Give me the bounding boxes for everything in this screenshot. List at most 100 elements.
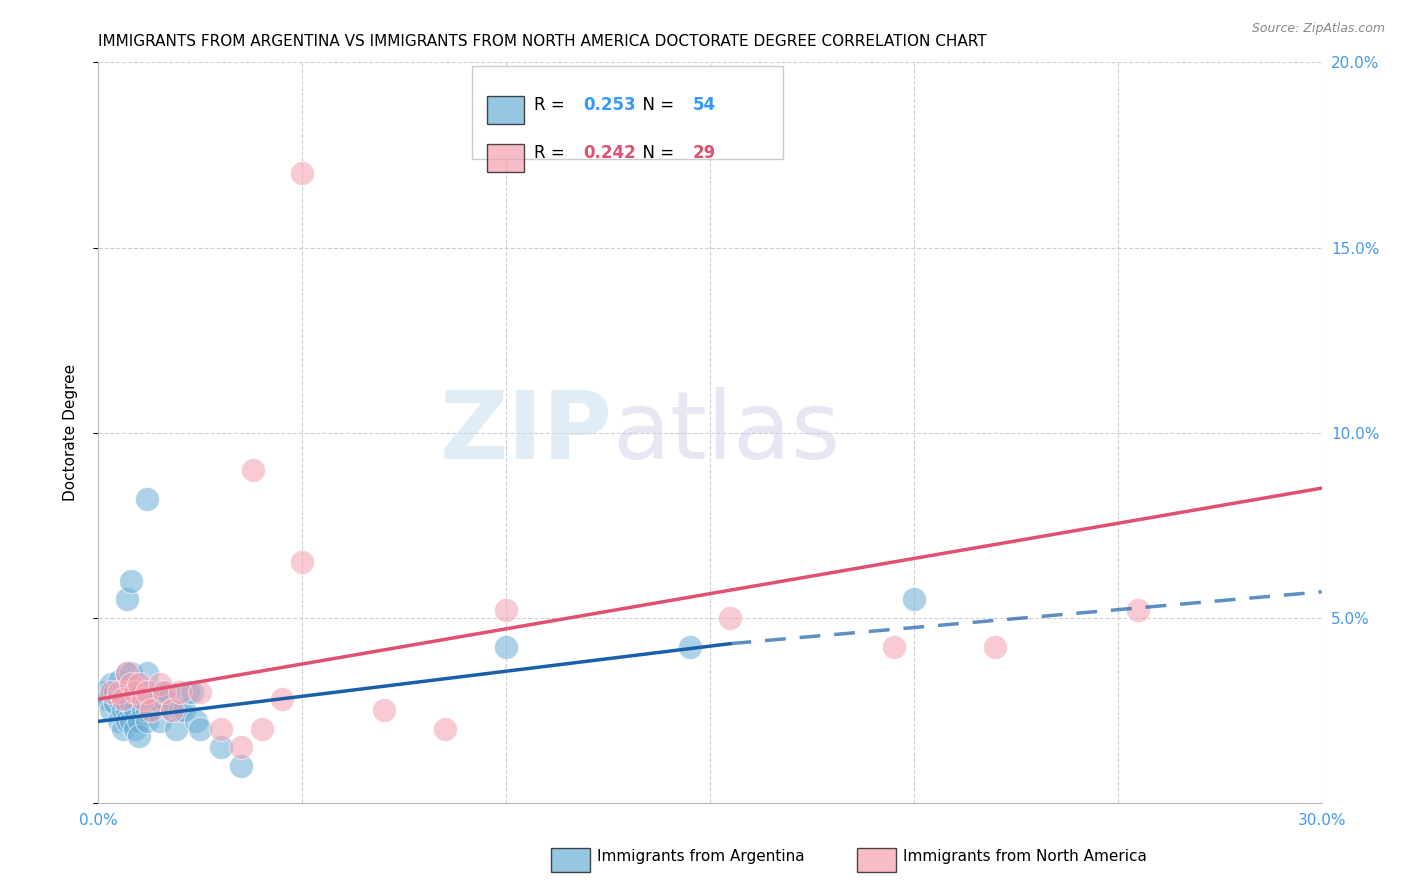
Text: Immigrants from Argentina: Immigrants from Argentina bbox=[598, 848, 806, 863]
Point bbox=[1128, 603, 1150, 617]
Point bbox=[115, 714, 138, 729]
Point bbox=[104, 696, 127, 710]
FancyBboxPatch shape bbox=[551, 848, 591, 871]
Point bbox=[136, 666, 159, 681]
Point bbox=[104, 685, 127, 699]
Text: Source: ZipAtlas.com: Source: ZipAtlas.com bbox=[1251, 22, 1385, 36]
Point bbox=[169, 703, 191, 717]
Point bbox=[111, 703, 134, 717]
Text: R =: R = bbox=[534, 144, 569, 161]
Point bbox=[111, 722, 134, 736]
Point bbox=[132, 703, 155, 717]
Point bbox=[141, 692, 163, 706]
Point bbox=[209, 740, 232, 755]
Text: N =: N = bbox=[631, 95, 679, 113]
Point bbox=[434, 722, 457, 736]
Point bbox=[128, 714, 150, 729]
FancyBboxPatch shape bbox=[471, 66, 783, 159]
Point bbox=[128, 729, 150, 743]
Point bbox=[984, 640, 1007, 655]
Point bbox=[108, 692, 131, 706]
Point bbox=[115, 703, 138, 717]
Point bbox=[120, 685, 142, 699]
FancyBboxPatch shape bbox=[488, 95, 524, 124]
Point bbox=[156, 685, 179, 699]
Point bbox=[124, 722, 146, 736]
Point bbox=[91, 685, 114, 699]
Point bbox=[124, 685, 146, 699]
Point bbox=[242, 462, 264, 476]
Point bbox=[152, 685, 174, 699]
Point bbox=[120, 714, 142, 729]
Point bbox=[169, 685, 191, 699]
Text: Immigrants from North America: Immigrants from North America bbox=[903, 848, 1147, 863]
Point bbox=[177, 685, 200, 699]
Point bbox=[136, 714, 159, 729]
Point bbox=[132, 692, 155, 706]
Text: 0.253: 0.253 bbox=[583, 95, 636, 113]
Point bbox=[679, 640, 702, 655]
Text: IMMIGRANTS FROM ARGENTINA VS IMMIGRANTS FROM NORTH AMERICA DOCTORATE DEGREE CORR: IMMIGRANTS FROM ARGENTINA VS IMMIGRANTS … bbox=[98, 34, 987, 49]
Point bbox=[160, 703, 183, 717]
FancyBboxPatch shape bbox=[856, 848, 896, 871]
Text: atlas: atlas bbox=[612, 386, 841, 479]
Point bbox=[132, 685, 155, 699]
Point bbox=[128, 685, 150, 699]
Point bbox=[250, 722, 273, 736]
Point bbox=[120, 574, 142, 588]
Point bbox=[120, 696, 142, 710]
Point bbox=[120, 677, 142, 691]
Point bbox=[903, 592, 925, 607]
Point bbox=[136, 492, 159, 507]
Point bbox=[270, 692, 294, 706]
Point bbox=[495, 603, 517, 617]
Point bbox=[111, 692, 134, 706]
Point bbox=[136, 703, 159, 717]
Text: 29: 29 bbox=[693, 144, 716, 161]
Point bbox=[188, 685, 212, 699]
Point bbox=[165, 722, 187, 736]
Point bbox=[373, 703, 395, 717]
Point bbox=[136, 685, 159, 699]
Point bbox=[100, 685, 122, 699]
Point bbox=[291, 555, 314, 569]
FancyBboxPatch shape bbox=[488, 144, 524, 172]
Point bbox=[173, 703, 195, 717]
Point bbox=[108, 714, 131, 729]
Text: 54: 54 bbox=[693, 95, 716, 113]
Point bbox=[145, 692, 167, 706]
Point bbox=[188, 722, 212, 736]
Point bbox=[495, 640, 517, 655]
Point bbox=[108, 673, 131, 688]
Point bbox=[883, 640, 905, 655]
Point bbox=[291, 166, 314, 180]
Point bbox=[108, 685, 131, 699]
Text: ZIP: ZIP bbox=[439, 386, 612, 479]
Point bbox=[149, 677, 172, 691]
Point bbox=[96, 692, 118, 706]
Point bbox=[231, 740, 253, 755]
Point bbox=[186, 714, 208, 729]
Point bbox=[115, 666, 138, 681]
Point bbox=[115, 666, 138, 681]
Point bbox=[181, 685, 204, 699]
Text: 0.242: 0.242 bbox=[583, 144, 636, 161]
Text: N =: N = bbox=[631, 144, 679, 161]
Point bbox=[149, 685, 172, 699]
Point bbox=[209, 722, 232, 736]
Point bbox=[128, 677, 150, 691]
Point bbox=[149, 714, 172, 729]
Point bbox=[152, 692, 174, 706]
Point bbox=[141, 703, 163, 717]
Point bbox=[111, 685, 134, 699]
Point bbox=[100, 703, 122, 717]
Point bbox=[120, 666, 142, 681]
Point bbox=[100, 677, 122, 691]
Point bbox=[141, 685, 163, 699]
Point bbox=[231, 758, 253, 772]
Point bbox=[718, 610, 742, 624]
Point bbox=[160, 703, 183, 717]
Point bbox=[124, 685, 146, 699]
Text: R =: R = bbox=[534, 95, 569, 113]
Point bbox=[115, 685, 138, 699]
